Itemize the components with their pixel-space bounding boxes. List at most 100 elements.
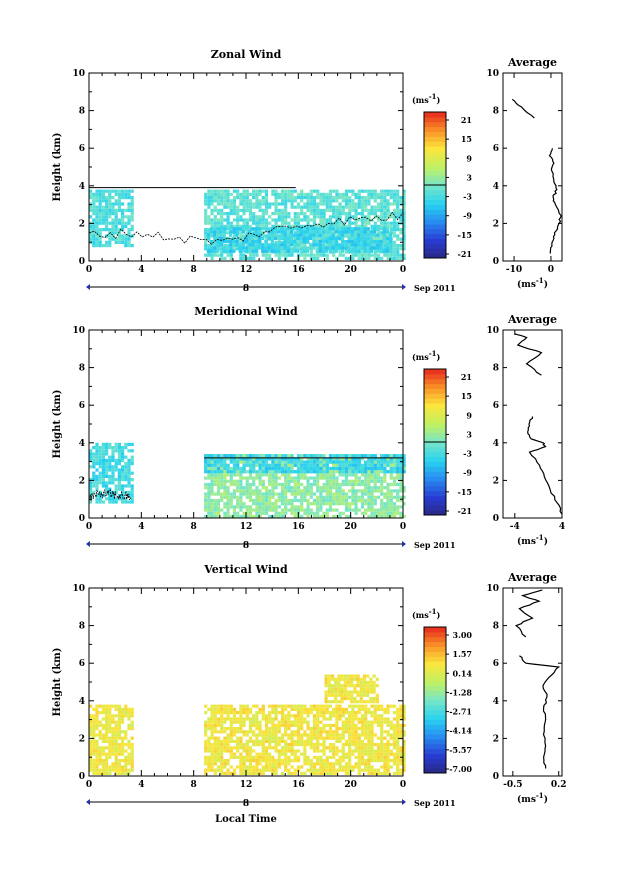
heatmap-cell: [223, 511, 227, 515]
heatmap-cell: [268, 498, 272, 503]
heatmap-cell: [280, 470, 285, 474]
heatmap-cell: [124, 462, 128, 466]
heatmap-cell: [370, 505, 374, 509]
heatmap-cell: [223, 711, 227, 715]
heatmap-cell: [216, 739, 221, 743]
heatmap-cell: [316, 189, 320, 193]
heatmap-cell: [127, 462, 131, 466]
heatmap-cell: [396, 717, 400, 721]
heatmap-cell: [386, 256, 390, 260]
heatmap-cell: [351, 256, 355, 260]
heatmap-cell: [325, 230, 329, 234]
heatmap-cell: [130, 746, 134, 750]
heatmap-cell: [392, 508, 397, 512]
heatmap-cell: [207, 707, 211, 711]
heatmap-cell: [242, 768, 246, 772]
heatmap-cell: [277, 711, 281, 715]
heatmap-cell: [242, 192, 246, 196]
heatmap-cell: [98, 458, 102, 462]
heatmap-cell: [101, 736, 105, 740]
heatmap-cell: [332, 454, 336, 458]
heatmap-cell: [226, 733, 230, 737]
colorbar-tick-label: -21: [458, 249, 472, 259]
heatmap-cell: [380, 199, 384, 203]
heatmap-cell: [258, 208, 262, 212]
heatmap-cell: [207, 202, 211, 206]
heatmap-cell: [338, 768, 342, 772]
heatmap-cell: [101, 768, 105, 772]
heatmap-cell: [360, 253, 365, 257]
heatmap-cell: [216, 736, 221, 740]
heatmap-cell: [111, 221, 115, 225]
heatmap-cell: [207, 502, 211, 506]
heatmap-cell: [296, 743, 301, 747]
heatmap-cell: [325, 495, 329, 499]
heatmap-cell: [121, 468, 125, 472]
heatmap-cell: [229, 243, 233, 247]
heatmap-cell: [363, 246, 367, 250]
heatmap-cell: [117, 743, 121, 747]
heatmap-cell: [108, 730, 112, 734]
heatmap-cell: [380, 208, 384, 212]
heatmap-cell: [290, 739, 294, 743]
heatmap-cell: [220, 482, 224, 487]
heatmap-cell: [242, 457, 246, 461]
heatmap-cell: [223, 739, 227, 743]
heatmap-cell: [386, 743, 390, 747]
heatmap-cell: [95, 762, 99, 766]
heatmap-cell: [223, 749, 227, 753]
heatmap-cell: [293, 240, 297, 244]
heatmap-cell: [383, 192, 387, 196]
heatmap-cell: [220, 752, 224, 756]
heatmap-cell: [213, 460, 217, 464]
heatmap-cell: [372, 687, 376, 691]
heatmap-cell: [328, 743, 333, 747]
heatmap-cell: [287, 212, 291, 216]
heatmap-cell: [296, 505, 301, 509]
heatmap-cell: [264, 736, 269, 740]
heatmap-cell: [232, 202, 237, 206]
heatmap-cell: [309, 502, 313, 506]
heatmap-cell: [216, 723, 221, 727]
heatmap-cell: [316, 205, 320, 209]
heatmap-cell: [124, 471, 128, 475]
heatmap-cell: [341, 192, 345, 196]
heatmap-cell: [399, 511, 403, 515]
heatmap-cell: [367, 749, 371, 753]
heatmap-cell: [353, 243, 358, 247]
heatmap-cell: [239, 231, 243, 235]
heatmap-cell: [360, 492, 365, 496]
heatmap-cell: [220, 199, 224, 203]
heatmap-cell: [114, 704, 118, 708]
heatmap-cell: [290, 765, 294, 769]
colorbar-swatch: [424, 204, 446, 210]
heatmap-cell: [248, 224, 253, 228]
heatmap-cell: [121, 474, 125, 478]
heatmap-cell: [226, 707, 230, 711]
heatmap-cell: [389, 253, 393, 257]
heatmap-cell: [261, 743, 265, 747]
heatmap-cell: [366, 249, 370, 253]
heatmap-cell: [130, 487, 134, 491]
heatmap-cell: [213, 749, 217, 753]
heatmap-cell: [268, 704, 272, 708]
heatmap-cell: [370, 228, 374, 232]
heatmap-cell: [319, 253, 323, 257]
heatmap-cell: [127, 500, 131, 504]
heatmap-cell: [213, 482, 217, 487]
heatmap-cell: [213, 457, 217, 461]
heatmap-cell: [290, 466, 294, 471]
heatmap-cell: [396, 746, 400, 750]
heatmap-cell: [258, 218, 262, 222]
heatmap-cell: [325, 707, 329, 711]
heatmap-cell: [280, 199, 285, 203]
heatmap-cell: [344, 205, 349, 209]
heatmap-cell: [402, 244, 406, 248]
heatmap-cell: [383, 707, 387, 711]
heatmap-cell: [273, 246, 278, 250]
heatmap-cell: [232, 492, 237, 496]
heatmap-cell: [124, 234, 128, 238]
heatmap-cell: [332, 492, 336, 496]
heatmap-cell: [350, 249, 354, 253]
heatmap-cell: [376, 755, 381, 759]
